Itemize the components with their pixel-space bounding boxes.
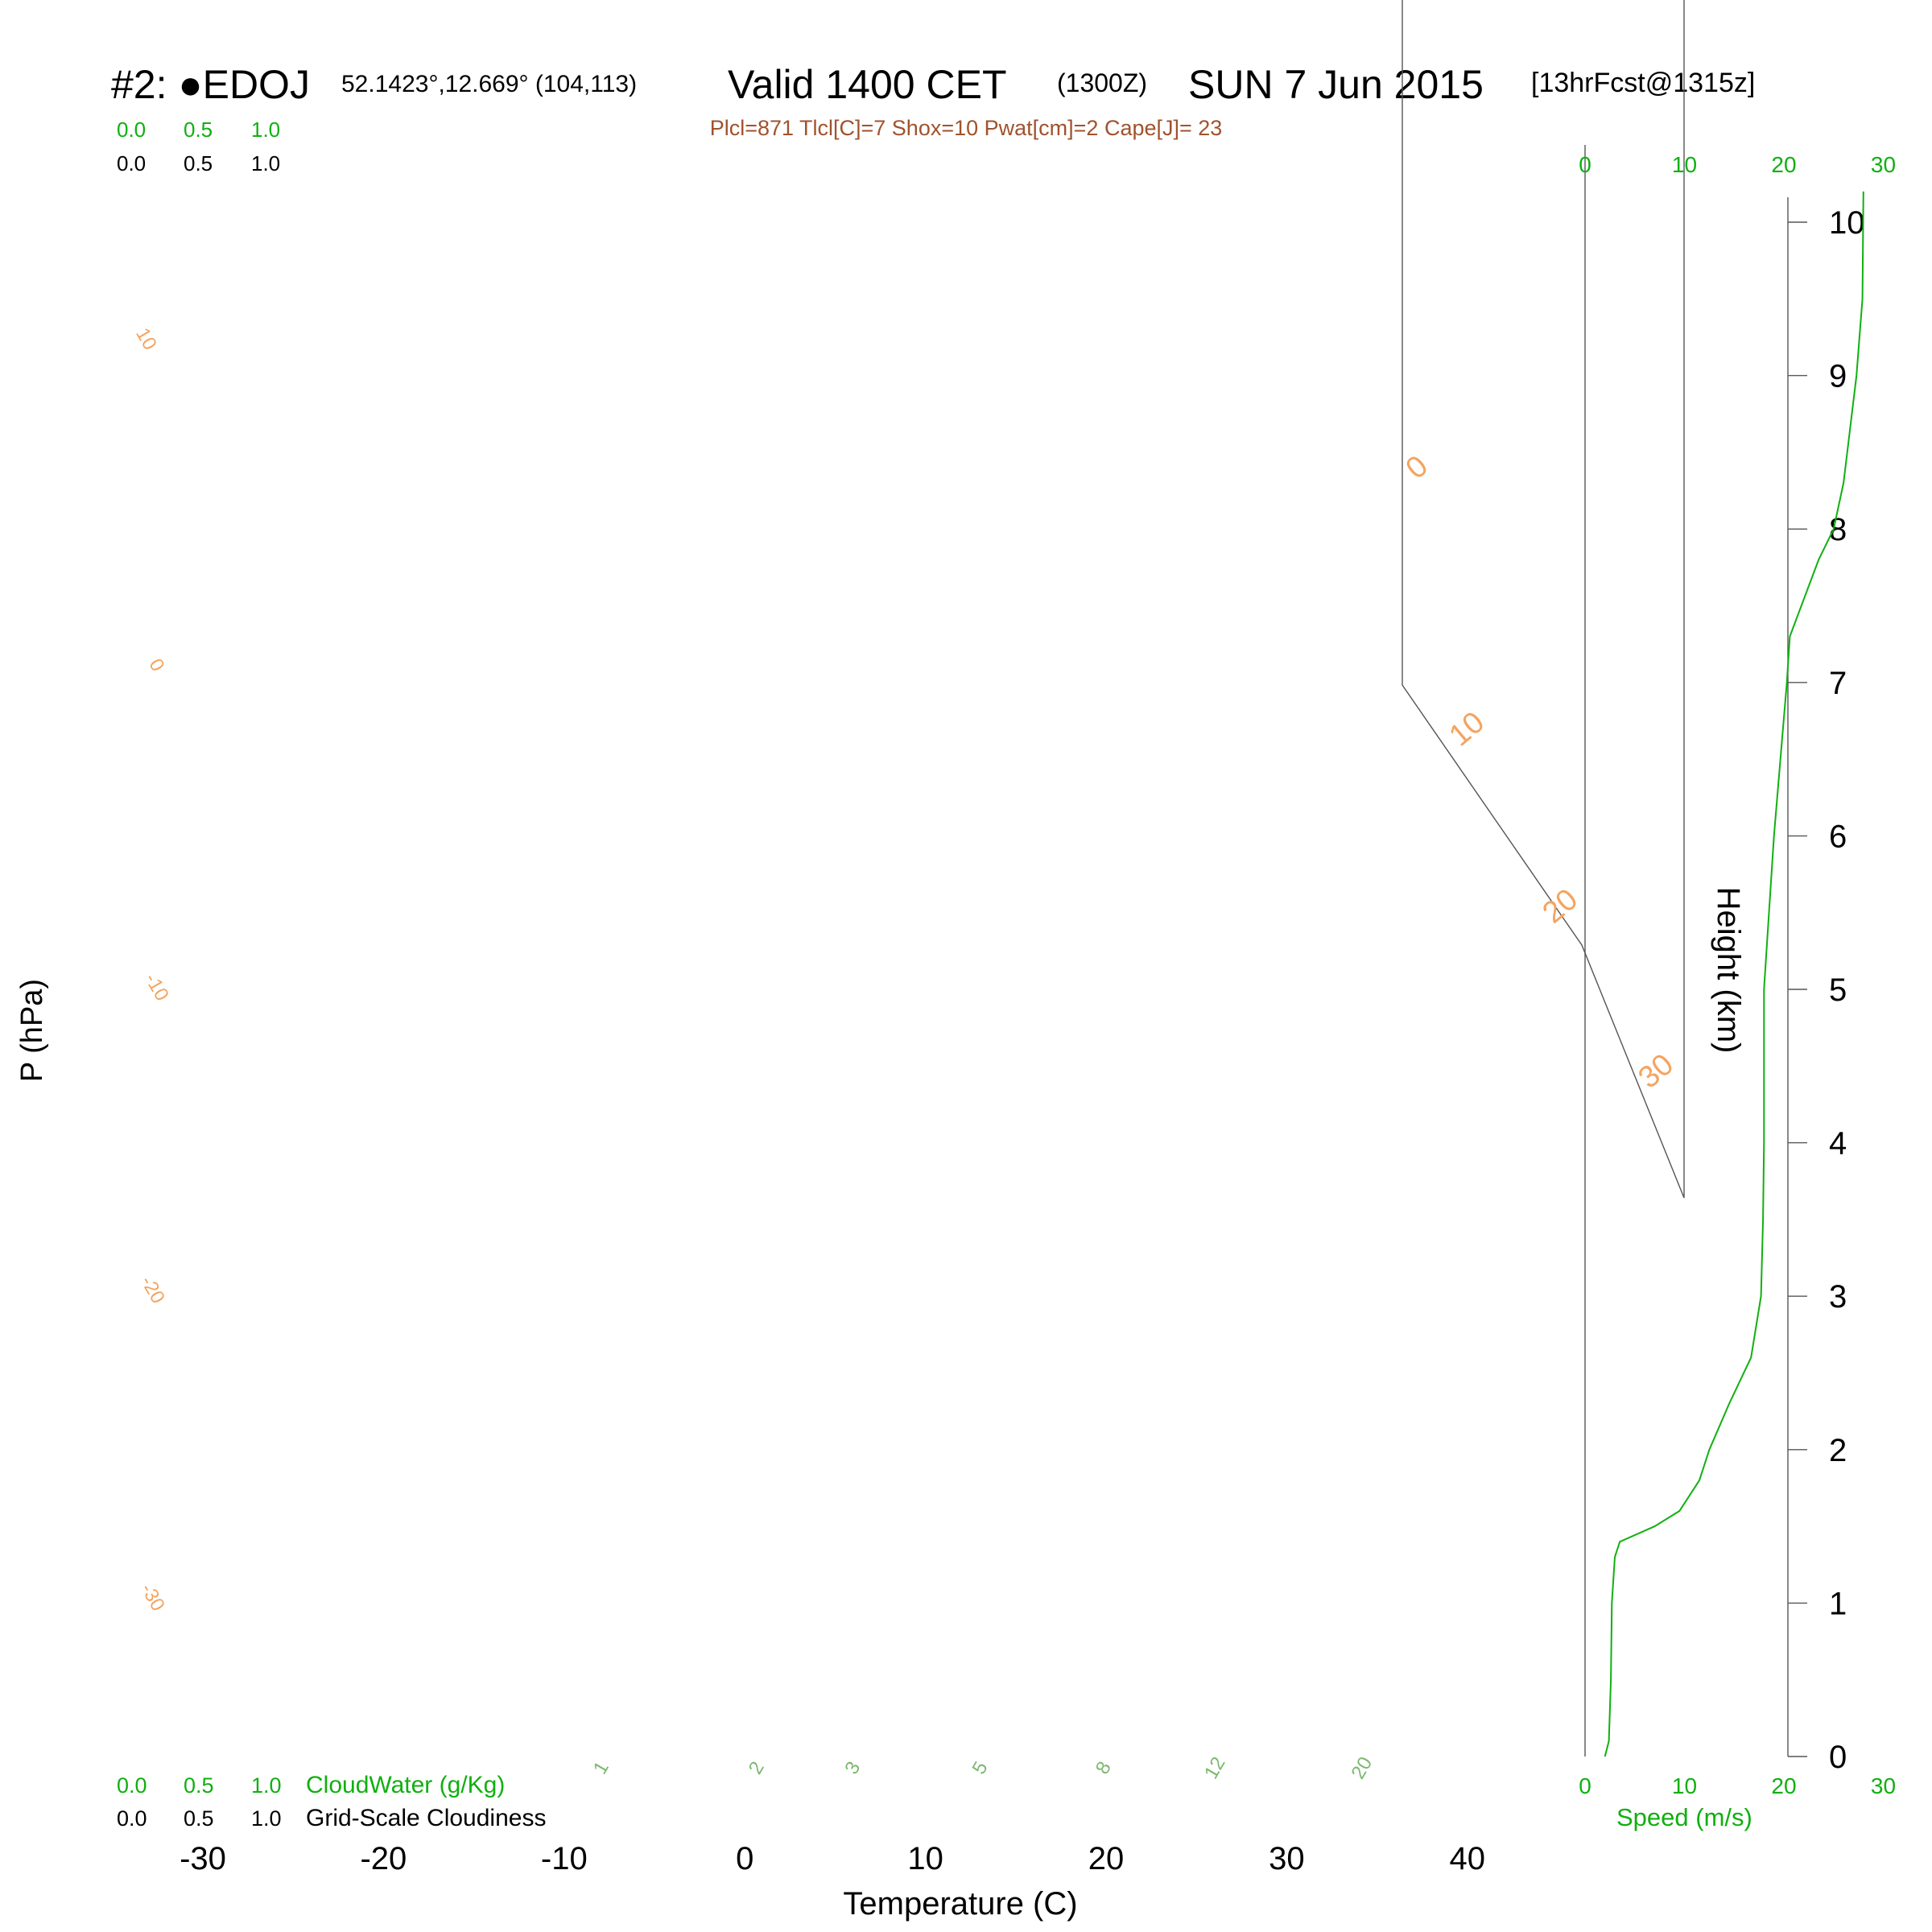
mixing-ratio-label: 2 [745, 1758, 769, 1778]
height-tick-label: 6 [1829, 819, 1847, 854]
left-theta-label: -20 [136, 1272, 169, 1307]
cloudiness-top-tick-2: 1.0 [251, 151, 280, 175]
x-tick-label: -20 [360, 1841, 407, 1876]
height-tick-label: 7 [1829, 666, 1847, 701]
cloudiness-top-tick-0: 0.0 [117, 151, 146, 175]
speed-bottom-tick-label: 0 [1579, 1773, 1591, 1798]
x-tick-label: -10 [541, 1841, 588, 1876]
left-theta-label: 0 [144, 655, 168, 675]
cloudwater-bottom-tick-1: 0.5 [184, 1773, 214, 1798]
sounding-params: Plcl=871 Tlcl[C]=7 Shox=10 Pwat[cm]=2 Ca… [710, 116, 1223, 140]
height-tick-label: 8 [1829, 512, 1847, 547]
height-tick-label: 10 [1829, 205, 1865, 241]
speed-bottom-tick-label: 10 [1672, 1773, 1697, 1798]
speed-bottom-tick-label: 20 [1771, 1773, 1796, 1798]
mixing-ratio-label: 20 [1347, 1753, 1377, 1783]
x-axis-title: Temperature (C) [843, 1886, 1077, 1922]
height-tick-label: 0 [1829, 1740, 1847, 1775]
zulu-time: (1300Z) [1057, 68, 1147, 97]
cloudwater-label: CloudWater (g/Kg) [306, 1772, 505, 1798]
cloudiness-top-tick-1: 0.5 [184, 151, 213, 175]
left-theta-label: -30 [136, 1579, 169, 1615]
cloudwater-bottom-tick-0: 0.0 [117, 1773, 147, 1798]
cloudwater-top-tick-0: 0.0 [117, 118, 146, 142]
station-title: #2: ●EDOJ [111, 62, 310, 107]
valid-time: Valid 1400 CET [728, 62, 1006, 107]
mixing-ratio-label: 1 [589, 1758, 613, 1778]
x-tick-label: 0 [736, 1841, 753, 1876]
cloudwater-top-tick-1: 0.5 [184, 118, 213, 142]
skewt-frame [1402, 0, 1685, 1199]
height-tick-label: 3 [1829, 1279, 1847, 1315]
height-tick-label: 5 [1829, 972, 1847, 1008]
speed-top-tick-label: 0 [1579, 152, 1591, 177]
mixing-ratio-label: 5 [968, 1758, 993, 1778]
speed-top-tick-label: 10 [1672, 152, 1697, 177]
height-tick-label: 4 [1829, 1126, 1847, 1162]
skewt-labels: 123581220-30-20-100102030402503004005007… [131, 324, 1680, 1876]
speed-top-tick-label: 30 [1871, 152, 1896, 177]
cloudwater-bottom-tick-2: 1.0 [251, 1773, 282, 1798]
speed-bottom-tick-label: 30 [1871, 1773, 1896, 1798]
x-tick-label: -30 [180, 1841, 226, 1876]
cloudiness-bottom-tick-1: 0.5 [184, 1806, 214, 1831]
x-tick-label: 30 [1269, 1841, 1305, 1876]
cloudiness-bottom-tick-2: 1.0 [251, 1806, 282, 1831]
height-tick-label: 1 [1829, 1586, 1847, 1621]
left-theta-label: 10 [131, 324, 161, 354]
x-tick-label: 10 [907, 1841, 943, 1876]
wind-speed-panel: 0 1 2 3 4 5 6 7 8 9 10 0 0 10 10 20 20 30 30 [1579, 145, 1896, 1798]
left-theta-label: -10 [140, 969, 173, 1005]
valid-date: SUN 7 Jun 2015 [1188, 62, 1484, 107]
speed-axis-title: Speed (m/s) [1616, 1803, 1752, 1831]
right-theta-label: 0 [1400, 449, 1435, 486]
y-axis-title: P (hPa) [15, 979, 49, 1082]
height-tick-label: 9 [1829, 359, 1847, 394]
cloudiness-label: Grid-Scale Cloudiness [306, 1805, 546, 1831]
cloudwater-top-tick-2: 1.0 [251, 118, 280, 142]
x-tick-label: 40 [1450, 1841, 1486, 1876]
height-tick-label: 2 [1829, 1433, 1847, 1468]
right-border [1402, 0, 1685, 1199]
station-coords: 52.1423°,12.669° (104,113) [341, 71, 637, 97]
height-axis-title: Height (km) [1711, 887, 1746, 1054]
right-theta-label: 10 [1443, 705, 1491, 753]
mixing-ratio-label: 3 [840, 1758, 865, 1778]
cloudiness-bottom-tick-0: 0.0 [117, 1806, 147, 1831]
x-tick-label: 20 [1088, 1841, 1125, 1876]
mixing-ratio-label: 12 [1200, 1753, 1230, 1783]
forecast-info: [13hrFcst@1315z] [1531, 68, 1755, 98]
mixing-ratio-label: 8 [1092, 1758, 1116, 1778]
speed-top-tick-label: 20 [1771, 152, 1796, 177]
speed-profile-line [1604, 191, 1864, 1757]
